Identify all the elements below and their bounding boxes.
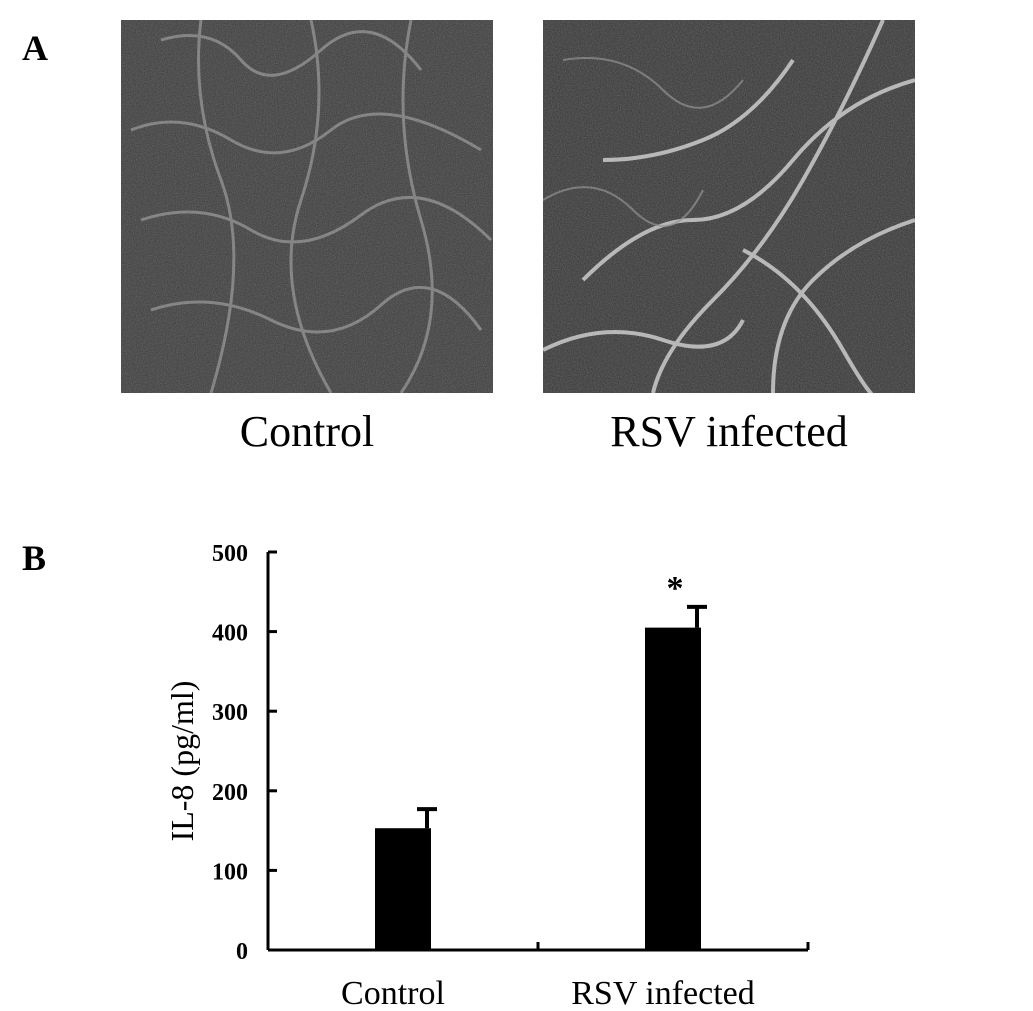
x-category-label: RSV infected bbox=[571, 975, 755, 1011]
bar-rsv-infected bbox=[645, 627, 701, 950]
panel-b-label: B bbox=[22, 538, 47, 578]
y-tick-label: 200 bbox=[212, 780, 248, 806]
significance-marker: * bbox=[667, 570, 684, 607]
rsv-infected-micrograph-image bbox=[543, 20, 915, 393]
y-tick-label: 0 bbox=[236, 939, 248, 965]
il8-bar-chart: 0 100 200 300 400 500 Control RSV infected * IL-8… bbox=[164, 541, 810, 1011]
y-tick-label: 100 bbox=[212, 859, 248, 885]
y-axis-title: IL-8 (pg/ml) bbox=[164, 681, 200, 842]
y-tick-label: 400 bbox=[212, 621, 248, 647]
bar-control bbox=[375, 828, 431, 950]
control-micrograph-label: Control bbox=[239, 407, 375, 456]
x-category-label: Control bbox=[341, 975, 445, 1011]
y-tick-label: 500 bbox=[212, 541, 248, 567]
y-tick-label: 300 bbox=[212, 700, 248, 726]
panel-a-label: A bbox=[22, 28, 48, 68]
control-micrograph-image bbox=[121, 20, 493, 393]
rsv-infected-micrograph-label: RSV infected bbox=[610, 407, 848, 456]
